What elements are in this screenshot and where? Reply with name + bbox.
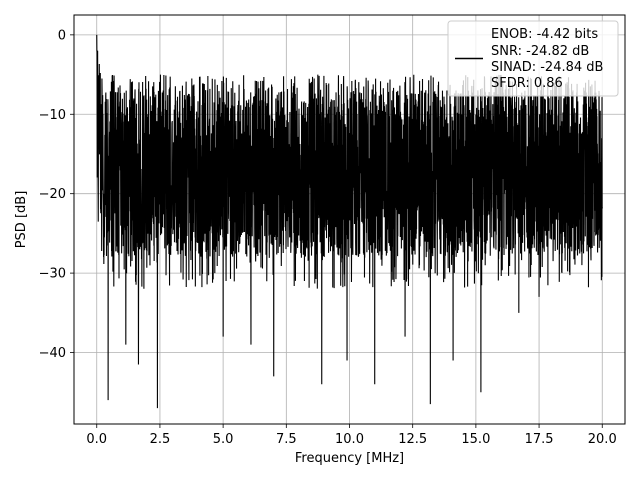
x-tick-label: 7.5 bbox=[276, 432, 297, 447]
x-tick-label: 10.0 bbox=[335, 432, 364, 447]
legend: ENOB: -4.42 bits SNR: -24.82 dB SINAD: -… bbox=[447, 20, 619, 97]
x-tick-label: 12.5 bbox=[398, 432, 427, 447]
x-tick-label: 15.0 bbox=[461, 432, 490, 447]
x-tick-label: 0.0 bbox=[86, 432, 107, 447]
x-axis-ticks: 0.0 2.5 5.0 7.5 10.0 12.5 15.0 17.5 20.0 bbox=[86, 424, 617, 447]
x-tick-label: 20.0 bbox=[588, 432, 617, 447]
legend-entry-snr: SNR: -24.82 dB bbox=[491, 44, 589, 59]
legend-entry-enob: ENOB: -4.42 bits bbox=[491, 27, 598, 42]
y-tick-label: −20 bbox=[39, 187, 66, 202]
y-tick-label: −30 bbox=[39, 267, 66, 282]
y-axis-ticks: 0 −10 −20 −30 −40 bbox=[39, 28, 74, 361]
x-axis-label: Frequency [MHz] bbox=[295, 451, 404, 466]
y-tick-label: −10 bbox=[39, 108, 66, 123]
x-tick-label: 17.5 bbox=[525, 432, 554, 447]
y-tick-label: 0 bbox=[58, 28, 66, 43]
y-axis-label: PSD [dB] bbox=[14, 191, 29, 249]
x-tick-label: 2.5 bbox=[150, 432, 171, 447]
y-tick-label: −40 bbox=[39, 346, 66, 361]
legend-entry-sfdr: SFDR: 0.86 bbox=[491, 76, 563, 91]
legend-box bbox=[447, 20, 619, 97]
x-tick-label: 5.0 bbox=[213, 432, 234, 447]
psd-series-line bbox=[96, 34, 603, 409]
legend-entry-sinad: SINAD: -24.84 dB bbox=[491, 60, 603, 75]
series-layer bbox=[96, 34, 603, 409]
